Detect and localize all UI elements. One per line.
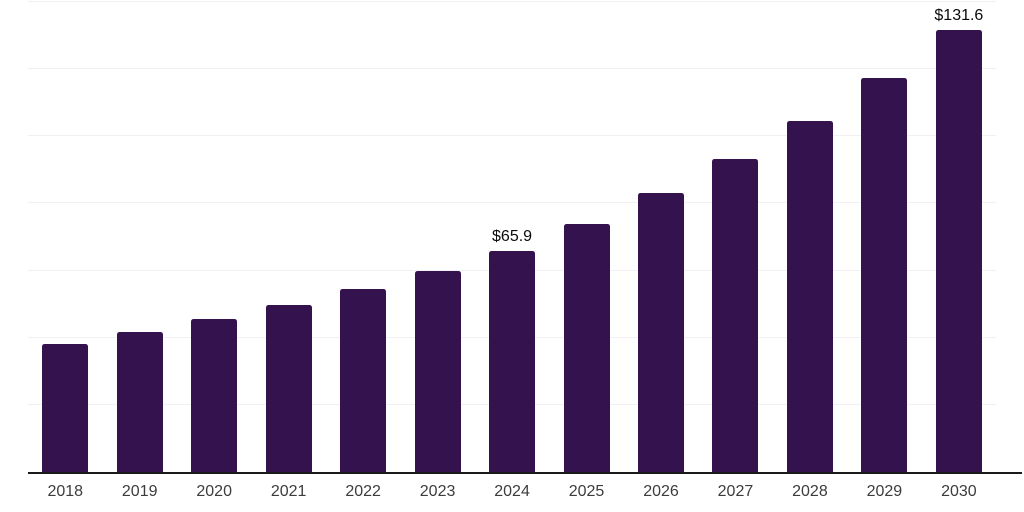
bar-value-label: $65.9 (492, 227, 533, 245)
bar-slot (624, 2, 698, 472)
bar-slot (177, 2, 251, 472)
bar-slot (698, 2, 772, 472)
bar-2019 (116, 331, 163, 472)
x-axis-tick-label: 2028 (792, 483, 828, 500)
bar-2020 (191, 318, 238, 472)
x-axis-tick-label: 2018 (47, 483, 84, 500)
x-axis-tick-label: 2029 (866, 483, 903, 500)
x-axis-line (28, 472, 1022, 474)
bar-slot (326, 2, 400, 472)
bar-2025 (563, 223, 610, 472)
bar-slot (549, 2, 623, 472)
bar-2022 (340, 289, 387, 472)
x-axis-tick-label: 2024 (494, 483, 530, 500)
bar-2030 (935, 30, 982, 472)
x-axis-tick-label: 2019 (121, 483, 158, 500)
bar-2027 (712, 159, 759, 472)
x-axis-tick-label: 2030 (941, 483, 977, 500)
gridline (28, 1, 996, 2)
x-axis-tick-label: 2026 (643, 483, 679, 500)
bar-2024 (489, 250, 536, 472)
x-axis-tick-label: 2021 (270, 483, 307, 500)
bar-slot (847, 2, 921, 472)
bar-slot: $65.9 (475, 2, 549, 472)
gridline (28, 135, 996, 137)
x-axis-tick-label: 2022 (345, 483, 381, 500)
bar-2026 (637, 193, 684, 472)
bar-slot (102, 2, 176, 472)
bar-slot (773, 2, 847, 472)
plot-area: $65.9 $131.6 (28, 1, 1022, 474)
x-axis-tick-label: 2020 (196, 483, 232, 500)
bar-slot (28, 2, 102, 472)
gridline (28, 202, 996, 204)
bar-slot (251, 2, 325, 472)
x-axis-tick-label: 2025 (568, 483, 605, 500)
x-axis-tick-labels: 2018 2019 2020 2021 2022 2023 2024 2025 2026 2027… (28, 482, 996, 506)
bar-2023 (414, 270, 461, 472)
bars-container: $65.9 $131.6 (28, 2, 996, 472)
x-axis-tick-label: 2027 (717, 483, 754, 500)
bar-slot: $131.6 (922, 2, 996, 472)
bar-2028 (786, 121, 833, 472)
bar-slot (400, 2, 474, 472)
bar-2018 (42, 344, 89, 472)
gridline (28, 68, 996, 70)
bar-value-label: $131.6 (934, 7, 984, 25)
bar-2029 (861, 78, 908, 472)
bar-2021 (265, 304, 312, 472)
x-axis-tick-label: 2023 (419, 483, 456, 500)
